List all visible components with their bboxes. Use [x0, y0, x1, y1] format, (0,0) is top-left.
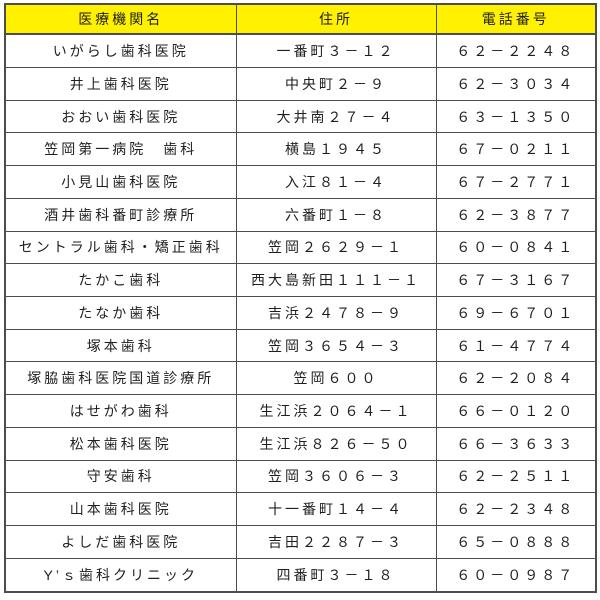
- cell-phone: ６２－２３４８: [435, 492, 597, 527]
- cell-address: 十一番町１４－４: [235, 492, 437, 527]
- table-row: 守安歯科 笠岡３６０６－３ ６２－２５１１: [4, 459, 597, 494]
- table-body: いがらし歯科医院 一番町３－１２ ６２－２２４８ 井上歯科医院 中央町２－９ ６２－３０３…: [4, 33, 597, 593]
- cell-name: セントラル歯科・矯正歯科: [4, 230, 237, 265]
- header-row: 医療機関名 住所 電話番号: [4, 3, 597, 35]
- cell-phone: ６７－３１６７: [435, 263, 597, 298]
- cell-name: 井上歯科医院: [4, 67, 237, 101]
- cell-name: いがらし歯科医院: [4, 33, 237, 68]
- cell-phone: ６２－２５１１: [435, 459, 597, 494]
- cell-name: よしだ歯科医院: [4, 525, 237, 559]
- table-row: よしだ歯科医院 吉田２２８７－３ ６５－０８８８: [4, 525, 597, 559]
- table-row: 塚脇歯科医院国道診療所 笠岡６００ ６２－２０８４: [4, 361, 597, 396]
- cell-name: 笠岡第一病院 歯科: [4, 132, 237, 167]
- table-row: いがらし歯科医院 一番町３－１２ ６２－２２４８: [4, 33, 597, 68]
- column-header-address: 住所: [235, 3, 437, 35]
- cell-phone: ６６－３６３３: [435, 426, 597, 461]
- cell-address: 入江８１－４: [235, 165, 437, 199]
- table-row: 塚本歯科 笠岡３６５４－３ ６１－４７７４: [4, 328, 597, 363]
- cell-address: 生江浜８２６－５０: [235, 426, 437, 461]
- cell-address: 四番町３－１８: [235, 557, 437, 593]
- table-row: たなか歯科 吉浜２４７８－９ ６９－６７０１: [4, 296, 597, 330]
- cell-name: 山本歯科医院: [4, 492, 237, 527]
- cell-name: 塚脇歯科医院国道診療所: [4, 361, 237, 396]
- table-row: おおい歯科医院 大井南２７－４ ６３－１３５０: [4, 99, 597, 134]
- table-row: セントラル歯科・矯正歯科 笠岡２６２９－１ ６０－０８４１: [4, 230, 597, 265]
- cell-phone: ６７－０２１１: [435, 132, 597, 167]
- column-header-institution-name: 医療機関名: [4, 3, 237, 35]
- table-row: 酒井歯科番町診療所 六番町１－８ ６２－３８７７: [4, 197, 597, 232]
- cell-phone: ６２－３８７７: [435, 197, 597, 232]
- table-row: 笠岡第一病院 歯科 横島１９４５ ６７－０２１１: [4, 132, 597, 167]
- cell-address: 笠岡３６５４－３: [235, 328, 437, 363]
- cell-address: 一番町３－１２: [235, 33, 437, 68]
- cell-phone: ６１－４７７４: [435, 328, 597, 363]
- cell-name: 守安歯科: [4, 459, 237, 494]
- cell-name: 塚本歯科: [4, 328, 237, 363]
- cell-address: 中央町２－９: [235, 67, 437, 101]
- cell-address: 西大島新田１１１－１: [235, 263, 437, 298]
- cell-phone: ６６－０１２０: [435, 394, 597, 428]
- table-row: 井上歯科医院 中央町２－９ ６２－３０３４: [4, 67, 597, 101]
- table-row: たかこ歯科 西大島新田１１１－１ ６７－３１６７: [4, 263, 597, 298]
- cell-phone: ６０－０９８７: [435, 557, 597, 593]
- cell-address: 六番町１－８: [235, 197, 437, 232]
- cell-name: たなか歯科: [4, 296, 237, 330]
- cell-phone: ６２－２２４８: [435, 33, 597, 68]
- cell-name: Y’ｓ歯科クリニック: [4, 557, 237, 593]
- cell-phone: ６５－０８８８: [435, 525, 597, 559]
- cell-address: 生江浜２０６４－１: [235, 394, 437, 428]
- cell-name: 小見山歯科医院: [4, 165, 237, 199]
- cell-name: おおい歯科医院: [4, 99, 237, 134]
- column-header-phone-number: 電話番号: [435, 3, 597, 35]
- cell-phone: ６３－１３５０: [435, 99, 597, 134]
- cell-name: たかこ歯科: [4, 263, 237, 298]
- cell-address: 笠岡２６２９－１: [235, 230, 437, 265]
- medical-institutions-table: 医療機関名 住所 電話番号 いがらし歯科医院 一番町３－１２ ６２－２２４８ 井上歯科…: [4, 3, 597, 593]
- table-row: はせがわ歯科 生江浜２０６４－１ ６６－０１２０: [4, 394, 597, 428]
- cell-name: はせがわ歯科: [4, 394, 237, 428]
- cell-phone: ６２－３０３４: [435, 67, 597, 101]
- cell-name: 松本歯科医院: [4, 426, 237, 461]
- cell-name: 酒井歯科番町診療所: [4, 197, 237, 232]
- table-row: Y’ｓ歯科クリニック 四番町３－１８ ６０－０９８７: [4, 557, 597, 593]
- cell-address: 横島１９４５: [235, 132, 437, 167]
- cell-phone: ６０－０８４１: [435, 230, 597, 265]
- cell-address: 笠岡３６０６－３: [235, 459, 437, 494]
- table-row: 小見山歯科医院 入江８１－４ ６７－２７７１: [4, 165, 597, 199]
- cell-phone: ６７－２７７１: [435, 165, 597, 199]
- cell-address: 吉浜２４７８－９: [235, 296, 437, 330]
- cell-address: 笠岡６００: [235, 361, 437, 396]
- table-header: 医療機関名 住所 電話番号: [4, 3, 597, 35]
- table-row: 松本歯科医院 生江浜８２６－５０ ６６－３６３３: [4, 426, 597, 461]
- cell-address: 大井南２７－４: [235, 99, 437, 134]
- table-row: 山本歯科医院 十一番町１４－４ ６２－２３４８: [4, 492, 597, 527]
- cell-phone: ６２－２０８４: [435, 361, 597, 396]
- cell-phone: ６９－６７０１: [435, 296, 597, 330]
- cell-address: 吉田２２８７－３: [235, 525, 437, 559]
